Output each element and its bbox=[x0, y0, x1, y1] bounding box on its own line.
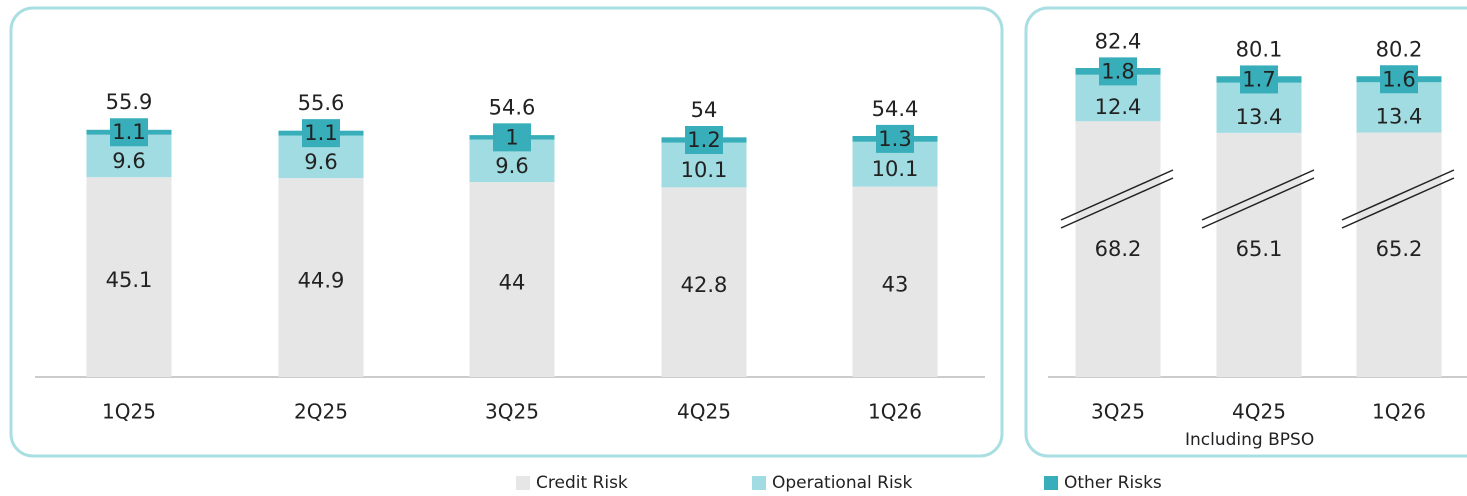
value-label: 1 bbox=[505, 125, 518, 149]
value-box bbox=[685, 125, 723, 154]
total-label: 54 bbox=[691, 98, 718, 122]
total-label: 82.4 bbox=[1095, 29, 1142, 53]
total-label: 55.9 bbox=[106, 90, 153, 114]
value-label: 43 bbox=[882, 273, 909, 297]
value-label: 10.1 bbox=[872, 157, 919, 181]
bar-segment bbox=[661, 187, 747, 377]
value-label: 1.6 bbox=[1382, 67, 1415, 91]
value-label: 44.9 bbox=[298, 269, 345, 293]
axis-break bbox=[1060, 169, 1174, 221]
value-box bbox=[110, 118, 148, 147]
axis-break bbox=[1060, 177, 1174, 229]
value-box bbox=[1240, 65, 1278, 94]
panel bbox=[1024, 6, 1467, 458]
value-box bbox=[1099, 57, 1137, 86]
value-box bbox=[302, 119, 340, 148]
value-label: 1.1 bbox=[304, 121, 337, 145]
x-tick-label: 2Q25 bbox=[294, 400, 348, 424]
value-label: 68.2 bbox=[1095, 237, 1142, 261]
value-label: 1.8 bbox=[1101, 59, 1134, 83]
x-tick-label: 3Q25 bbox=[1091, 400, 1145, 424]
legend-swatch bbox=[752, 476, 766, 490]
x-tick-label: 4Q25 bbox=[1232, 400, 1286, 424]
value-label: 10.1 bbox=[681, 158, 728, 182]
value-label: 1.2 bbox=[687, 128, 720, 152]
value-label: 65.2 bbox=[1376, 237, 1423, 261]
total-label: 54.6 bbox=[489, 95, 536, 119]
value-label: 45.1 bbox=[106, 268, 153, 292]
value-label: 44 bbox=[499, 270, 526, 294]
x-tick-label: 3Q25 bbox=[485, 400, 539, 424]
panel bbox=[9, 6, 1004, 458]
legend-swatch bbox=[1044, 476, 1058, 490]
value-label: 1.3 bbox=[878, 127, 911, 151]
legend-label: Other Risks bbox=[1064, 473, 1162, 493]
bar-segment bbox=[1356, 132, 1442, 377]
axis-break bbox=[1201, 177, 1315, 229]
value-label: 13.4 bbox=[1236, 105, 1283, 129]
bar-segment bbox=[1075, 121, 1161, 377]
total-label: 54.4 bbox=[872, 97, 919, 121]
legend-label: Credit Risk bbox=[536, 473, 628, 493]
x-tick-label: 1Q25 bbox=[102, 400, 156, 424]
axis-break bbox=[1341, 177, 1455, 229]
value-label: 9.6 bbox=[304, 150, 337, 174]
value-label: 65.1 bbox=[1236, 237, 1283, 261]
x-tick-label: 1Q26 bbox=[868, 400, 922, 424]
axis-break bbox=[1201, 169, 1315, 221]
value-label: 1.7 bbox=[1242, 67, 1275, 91]
value-label: 1.1 bbox=[112, 120, 145, 144]
value-label: 9.6 bbox=[495, 154, 528, 178]
legend-swatch bbox=[516, 476, 530, 490]
annotation: Including BPSO bbox=[1185, 430, 1314, 450]
bar-segment bbox=[86, 177, 172, 377]
value-label: 9.6 bbox=[112, 149, 145, 173]
value-label: 42.8 bbox=[681, 273, 728, 297]
axis-break bbox=[1341, 169, 1455, 221]
x-tick-label: 4Q25 bbox=[677, 400, 731, 424]
x-tick-label: 1Q26 bbox=[1372, 400, 1426, 424]
total-label: 80.2 bbox=[1376, 37, 1423, 61]
value-box bbox=[493, 123, 531, 152]
total-label: 80.1 bbox=[1236, 37, 1283, 61]
bar-segment bbox=[1216, 132, 1302, 377]
value-label: 13.4 bbox=[1376, 104, 1423, 128]
legend-label: Operational Risk bbox=[772, 473, 913, 493]
value-label: 12.4 bbox=[1095, 95, 1142, 119]
bar-segment bbox=[852, 186, 938, 377]
value-box bbox=[876, 124, 914, 153]
value-box bbox=[1380, 65, 1418, 94]
total-label: 55.6 bbox=[298, 91, 345, 115]
bar-segment bbox=[469, 182, 555, 377]
bar-segment bbox=[278, 178, 364, 377]
